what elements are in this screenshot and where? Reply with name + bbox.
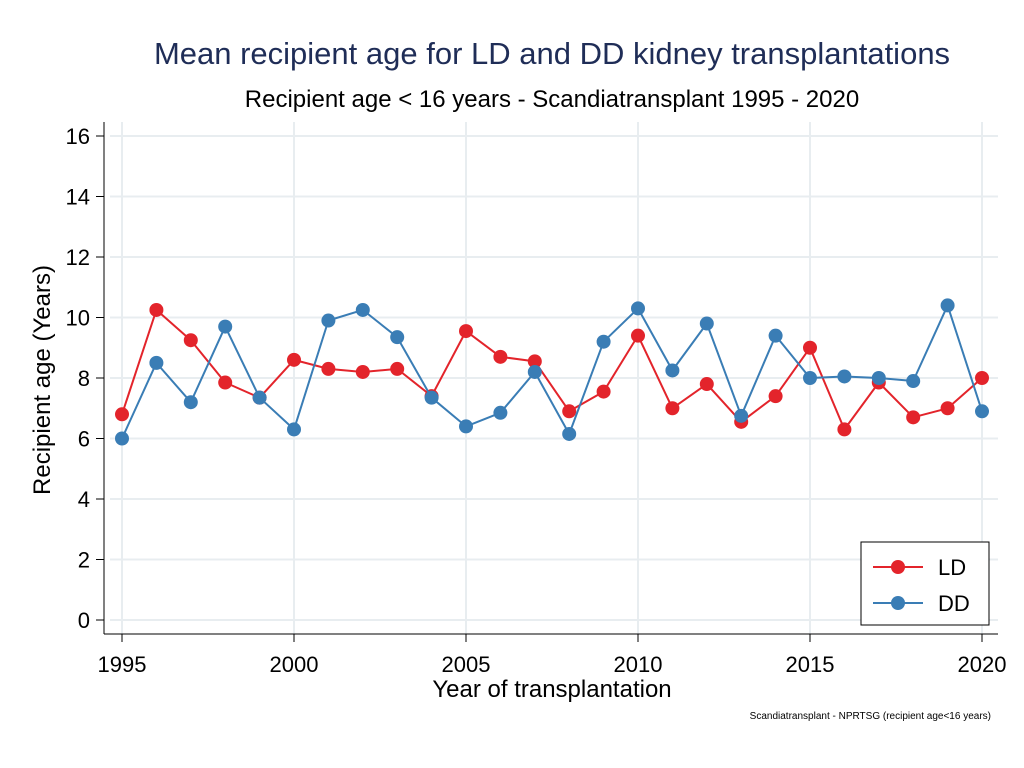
y-tick-label: 8 [78, 366, 90, 391]
chart-subtitle: Recipient age < 16 years - Scandiatransp… [244, 86, 860, 113]
dd-point [562, 426, 577, 441]
y-axis-label: Recipient age (Years) [29, 265, 56, 495]
dd-point [390, 330, 405, 345]
dd-point [459, 419, 473, 434]
dd-point [837, 369, 852, 384]
x-tick-label: 2020 [958, 652, 1007, 677]
x-axis-label: Year of transplantation [432, 676, 672, 703]
dd-point [321, 313, 336, 328]
ld-point [493, 349, 508, 364]
ld-point [115, 407, 129, 422]
dd-point [218, 319, 233, 334]
series-dd [115, 298, 989, 446]
dd-point [424, 390, 439, 405]
source-note: Scandiatransplant - NPRTSG (recipient ag… [749, 711, 991, 722]
dd-point [631, 301, 645, 316]
ld-point [665, 401, 680, 416]
ld-point [355, 364, 370, 379]
x-tick-label: 2015 [786, 652, 835, 677]
ld-point [390, 361, 405, 376]
ld-point [287, 352, 301, 367]
dd-point [940, 298, 955, 313]
legend-dd-label: DD [938, 591, 970, 616]
dd-point [906, 374, 921, 389]
dd-point [183, 395, 198, 410]
ld-point [321, 361, 336, 376]
ld-point [940, 401, 955, 416]
dd-point [699, 316, 714, 331]
dd-point [596, 334, 611, 349]
dd-point [975, 404, 989, 419]
y-tick-label: 2 [78, 548, 90, 573]
ld-point [906, 410, 921, 425]
legend-box [860, 541, 990, 626]
legend-dd-marker [891, 596, 905, 610]
y-tick-label: 4 [78, 487, 90, 512]
y-tick-label: 10 [66, 306, 90, 331]
dd-point [734, 408, 749, 423]
x-tick-label: 2010 [614, 652, 663, 677]
ld-point [596, 384, 611, 399]
ld-point [975, 371, 989, 385]
ld-point [218, 375, 233, 390]
y-tick-label: 0 [78, 608, 90, 633]
chart-title: Mean recipient age for LD and DD kidney … [153, 36, 951, 71]
ld-point [149, 302, 164, 317]
x-tick-label: 2005 [442, 652, 491, 677]
ld-point [768, 389, 783, 404]
series-ld [115, 302, 989, 437]
y-tick-label: 12 [66, 245, 90, 270]
ld-point [459, 324, 473, 339]
dd-point [527, 364, 542, 379]
dd-point [355, 302, 370, 317]
dd-point [665, 363, 680, 378]
ld-line [121, 308, 983, 431]
ld-point [527, 354, 542, 369]
dd-point [287, 422, 301, 437]
ld-point [699, 377, 714, 392]
ld-point [183, 333, 198, 348]
ld-point [803, 340, 817, 355]
ld-point [562, 404, 577, 419]
x-tick-label: 2000 [270, 652, 319, 677]
legend-ld-label: LD [938, 555, 966, 580]
x-tick-label: 1995 [98, 652, 147, 677]
dd-point [803, 371, 817, 385]
legend: LD DD [860, 541, 990, 626]
dd-point [493, 405, 508, 420]
dd-point [871, 371, 886, 385]
dd-point [115, 431, 129, 446]
y-tick-label: 14 [66, 185, 90, 210]
dd-point [768, 328, 783, 343]
y-tick-label: 16 [66, 124, 90, 149]
y-tick-label: 6 [78, 427, 90, 452]
dd-point [149, 355, 164, 370]
x-axis-ticks: 1995 2000 2005 2010 2015 2020 [98, 634, 1007, 677]
ld-point [631, 328, 645, 343]
dd-point [252, 390, 267, 405]
series-layer [115, 298, 989, 446]
legend-ld-marker [891, 560, 905, 574]
y-axis-ticks: 0 2 4 6 8 10 12 14 16 [66, 124, 104, 633]
ld-point [837, 422, 852, 437]
